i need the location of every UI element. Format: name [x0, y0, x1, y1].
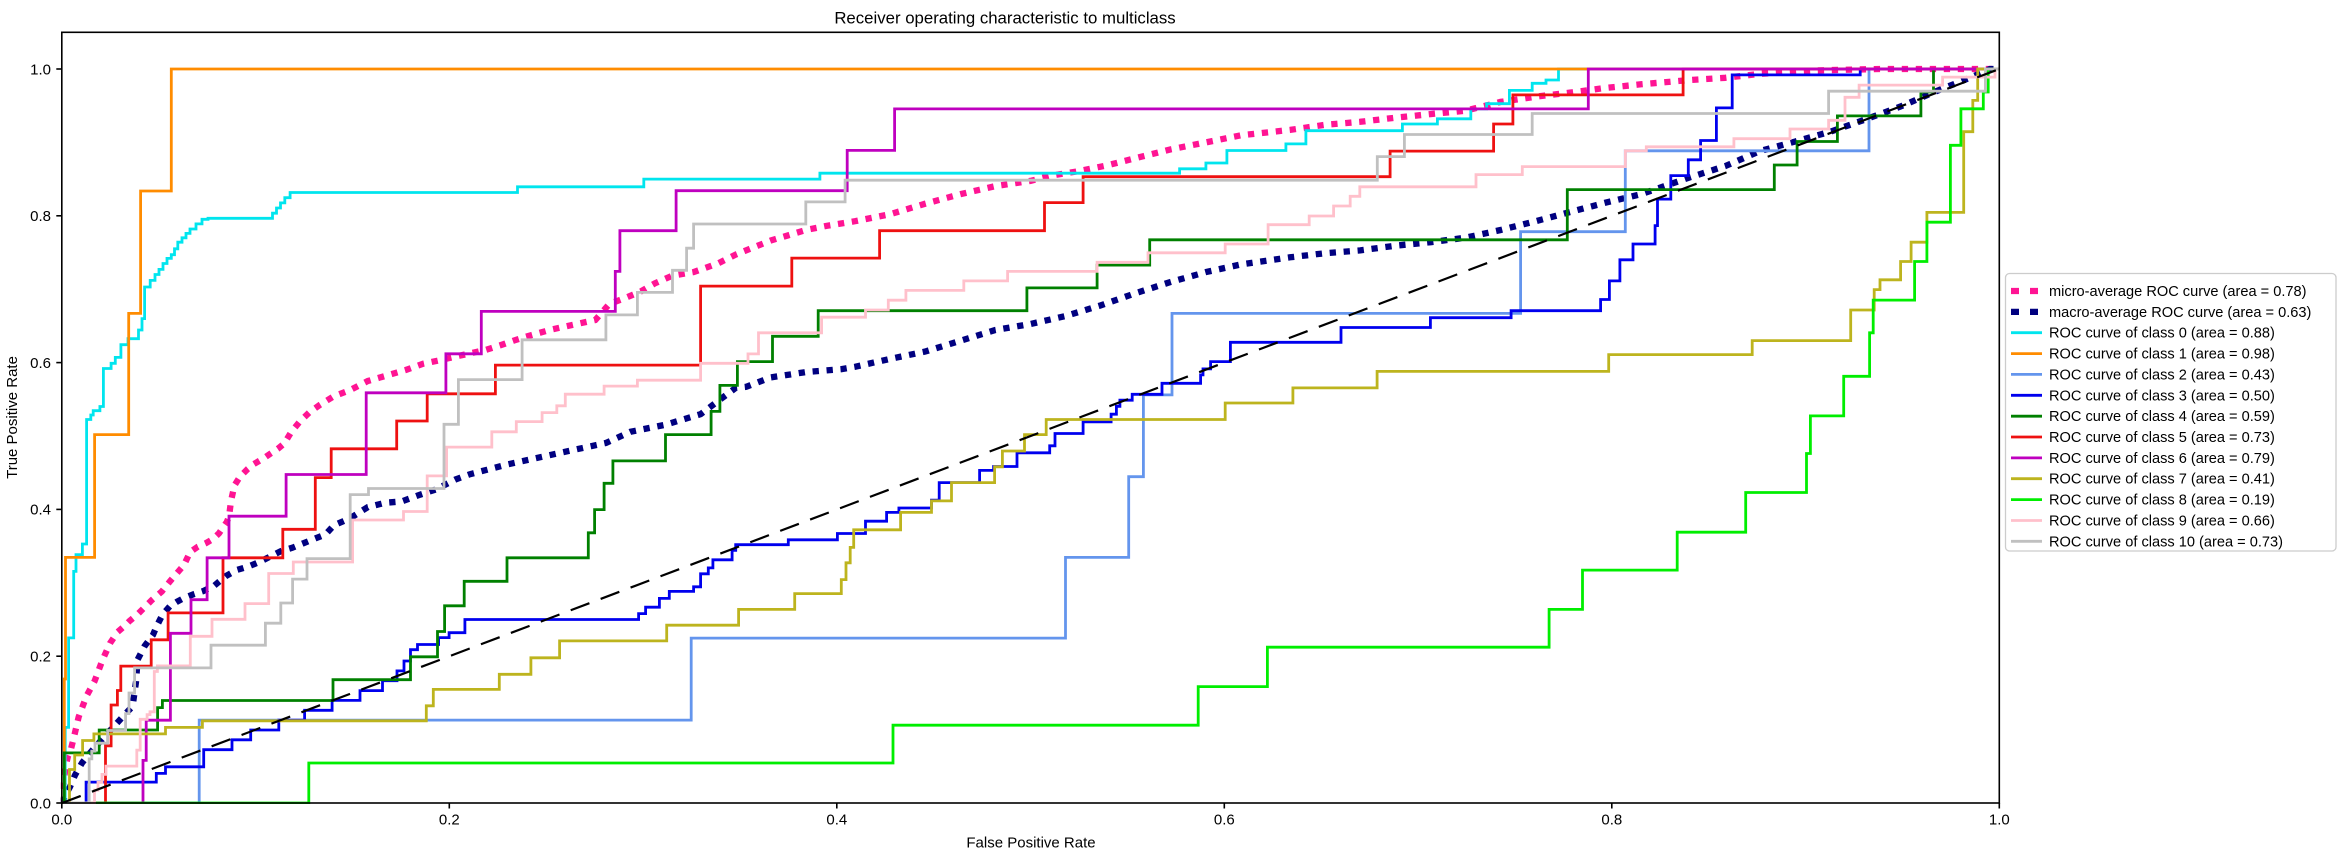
svg-text:ROC curve of class 5 (area = 0: ROC curve of class 5 (area = 0.73): [2049, 430, 2275, 446]
svg-text:ROC curve of class 2 (area = 0: ROC curve of class 2 (area = 0.43): [2049, 367, 2275, 383]
svg-text:1.0: 1.0: [30, 61, 51, 78]
svg-text:ROC curve of class 3 (area = 0: ROC curve of class 3 (area = 0.50): [2049, 388, 2275, 404]
svg-text:ROC curve of class 8 (area = 0: ROC curve of class 8 (area = 0.19): [2049, 493, 2275, 509]
svg-text:ROC curve of class 0 (area = 0: ROC curve of class 0 (area = 0.88): [2049, 326, 2275, 342]
svg-text:0.8: 0.8: [1601, 812, 1622, 829]
svg-text:0.4: 0.4: [30, 502, 51, 519]
svg-text:1.0: 1.0: [1989, 812, 2010, 829]
svg-text:0.6: 0.6: [1214, 812, 1235, 829]
svg-text:0.6: 0.6: [30, 355, 51, 372]
svg-text:macro-average ROC curve (area: macro-average ROC curve (area = 0.63): [2049, 305, 2311, 321]
svg-text:0.4: 0.4: [826, 812, 847, 829]
svg-text:Receiver operating characteris: Receiver operating characteristic to mul…: [834, 9, 1175, 28]
svg-text:0.2: 0.2: [439, 812, 460, 829]
svg-text:False Positive Rate: False Positive Rate: [966, 835, 1095, 852]
svg-text:ROC curve of class 4 (area = 0: ROC curve of class 4 (area = 0.59): [2049, 409, 2275, 425]
svg-text:0.2: 0.2: [30, 649, 51, 666]
svg-text:True Positive Rate: True Positive Rate: [4, 356, 21, 479]
svg-text:ROC curve of class 6 (area = 0: ROC curve of class 6 (area = 0.79): [2049, 451, 2275, 467]
svg-text:0.0: 0.0: [51, 812, 72, 829]
svg-text:0.8: 0.8: [30, 208, 51, 225]
svg-text:ROC curve of class 7 (area = 0: ROC curve of class 7 (area = 0.41): [2049, 472, 2275, 488]
svg-text:0.0: 0.0: [30, 795, 51, 812]
svg-text:ROC curve of class 9 (area = 0: ROC curve of class 9 (area = 0.66): [2049, 514, 2275, 530]
svg-text:ROC curve of class 1 (area = 0: ROC curve of class 1 (area = 0.98): [2049, 347, 2275, 363]
svg-text:micro-average ROC curve (area: micro-average ROC curve (area = 0.78): [2049, 284, 2307, 300]
svg-text:ROC curve of class 10 (area =: ROC curve of class 10 (area = 0.73): [2049, 534, 2283, 550]
